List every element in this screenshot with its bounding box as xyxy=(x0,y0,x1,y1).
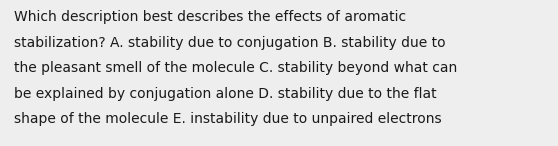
Text: the pleasant smell of the molecule C. stability beyond what can: the pleasant smell of the molecule C. st… xyxy=(14,61,457,75)
Text: be explained by conjugation alone D. stability due to the flat: be explained by conjugation alone D. sta… xyxy=(14,87,436,101)
Text: stabilization? A. stability due to conjugation B. stability due to: stabilization? A. stability due to conju… xyxy=(14,36,446,50)
Text: Which description best describes the effects of aromatic: Which description best describes the eff… xyxy=(14,10,406,24)
Text: shape of the molecule E. instability due to unpaired electrons: shape of the molecule E. instability due… xyxy=(14,112,441,126)
